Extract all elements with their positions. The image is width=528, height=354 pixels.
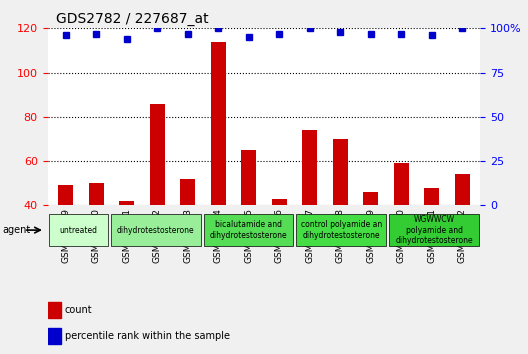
- Bar: [48, 329, 61, 344]
- Text: percentile rank within the sample: percentile rank within the sample: [65, 331, 230, 341]
- Bar: [363, 192, 379, 294]
- FancyBboxPatch shape: [204, 214, 294, 246]
- FancyBboxPatch shape: [49, 214, 108, 246]
- Bar: [48, 302, 61, 318]
- Bar: [424, 188, 439, 294]
- Bar: [271, 199, 287, 294]
- Bar: [180, 179, 195, 294]
- Text: dihydrotestosterone: dihydrotestosterone: [117, 225, 195, 235]
- Text: untreated: untreated: [60, 225, 98, 235]
- Bar: [149, 104, 165, 294]
- Bar: [211, 42, 226, 294]
- FancyBboxPatch shape: [111, 214, 201, 246]
- Text: WGWWCW
polyamide and
dihydrotestosterone: WGWWCW polyamide and dihydrotestosterone: [395, 215, 473, 245]
- Text: bicalutamide and
dihydrotestosterone: bicalutamide and dihydrotestosterone: [210, 221, 287, 240]
- Text: agent: agent: [3, 225, 31, 235]
- Text: GDS2782 / 227687_at: GDS2782 / 227687_at: [56, 12, 209, 26]
- Bar: [302, 130, 317, 294]
- FancyBboxPatch shape: [389, 214, 479, 246]
- Bar: [119, 201, 135, 294]
- Text: count: count: [65, 305, 92, 315]
- Bar: [58, 185, 73, 294]
- Text: control polyamide an
dihydrotestosterone: control polyamide an dihydrotestosterone: [300, 221, 382, 240]
- Bar: [455, 175, 470, 294]
- Bar: [89, 183, 104, 294]
- Bar: [393, 163, 409, 294]
- FancyBboxPatch shape: [297, 214, 386, 246]
- Bar: [241, 150, 257, 294]
- Bar: [333, 139, 348, 294]
